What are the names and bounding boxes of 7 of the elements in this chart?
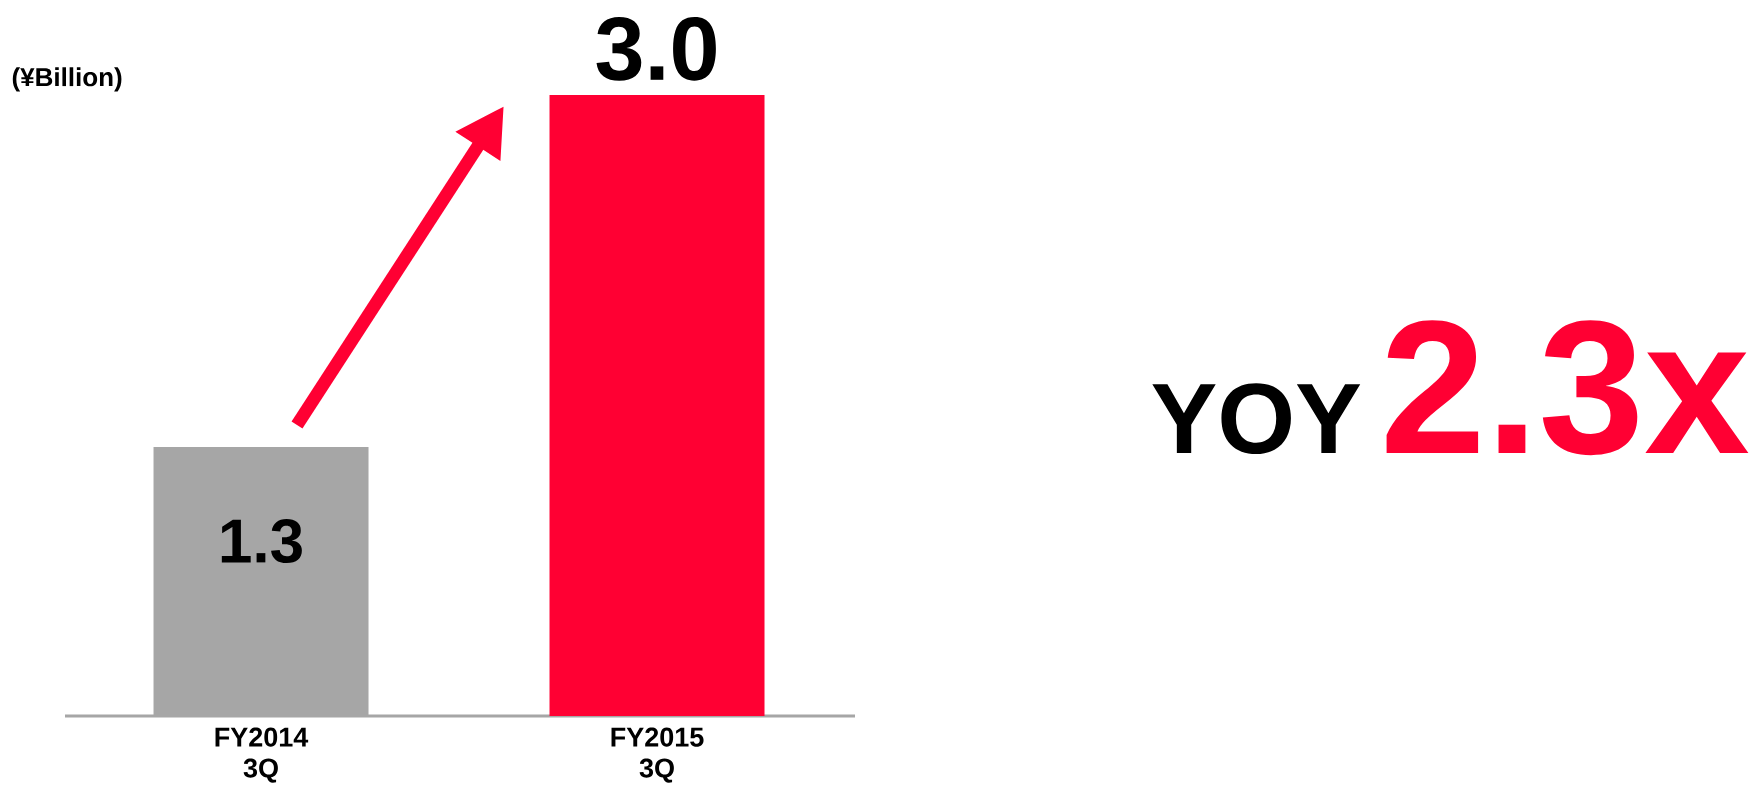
text: YOY	[1152, 383, 1361, 454]
data-label: 3.0	[596, 16, 716, 81]
data-label: 1.3	[221, 519, 302, 564]
y-axis-title: (¥Billion)	[12, 67, 122, 92]
x-tick-label: FY2015 3Q	[611, 727, 704, 783]
text: 2.3x	[1386, 320, 1749, 456]
x-tick-label: FY2014 3Q	[215, 727, 309, 783]
